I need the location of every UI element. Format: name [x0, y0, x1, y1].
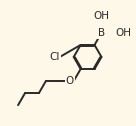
Text: O: O [65, 76, 74, 86]
Text: B: B [98, 28, 105, 38]
Text: Cl: Cl [49, 52, 60, 62]
Text: OH: OH [115, 28, 131, 38]
Text: OH: OH [93, 11, 109, 21]
